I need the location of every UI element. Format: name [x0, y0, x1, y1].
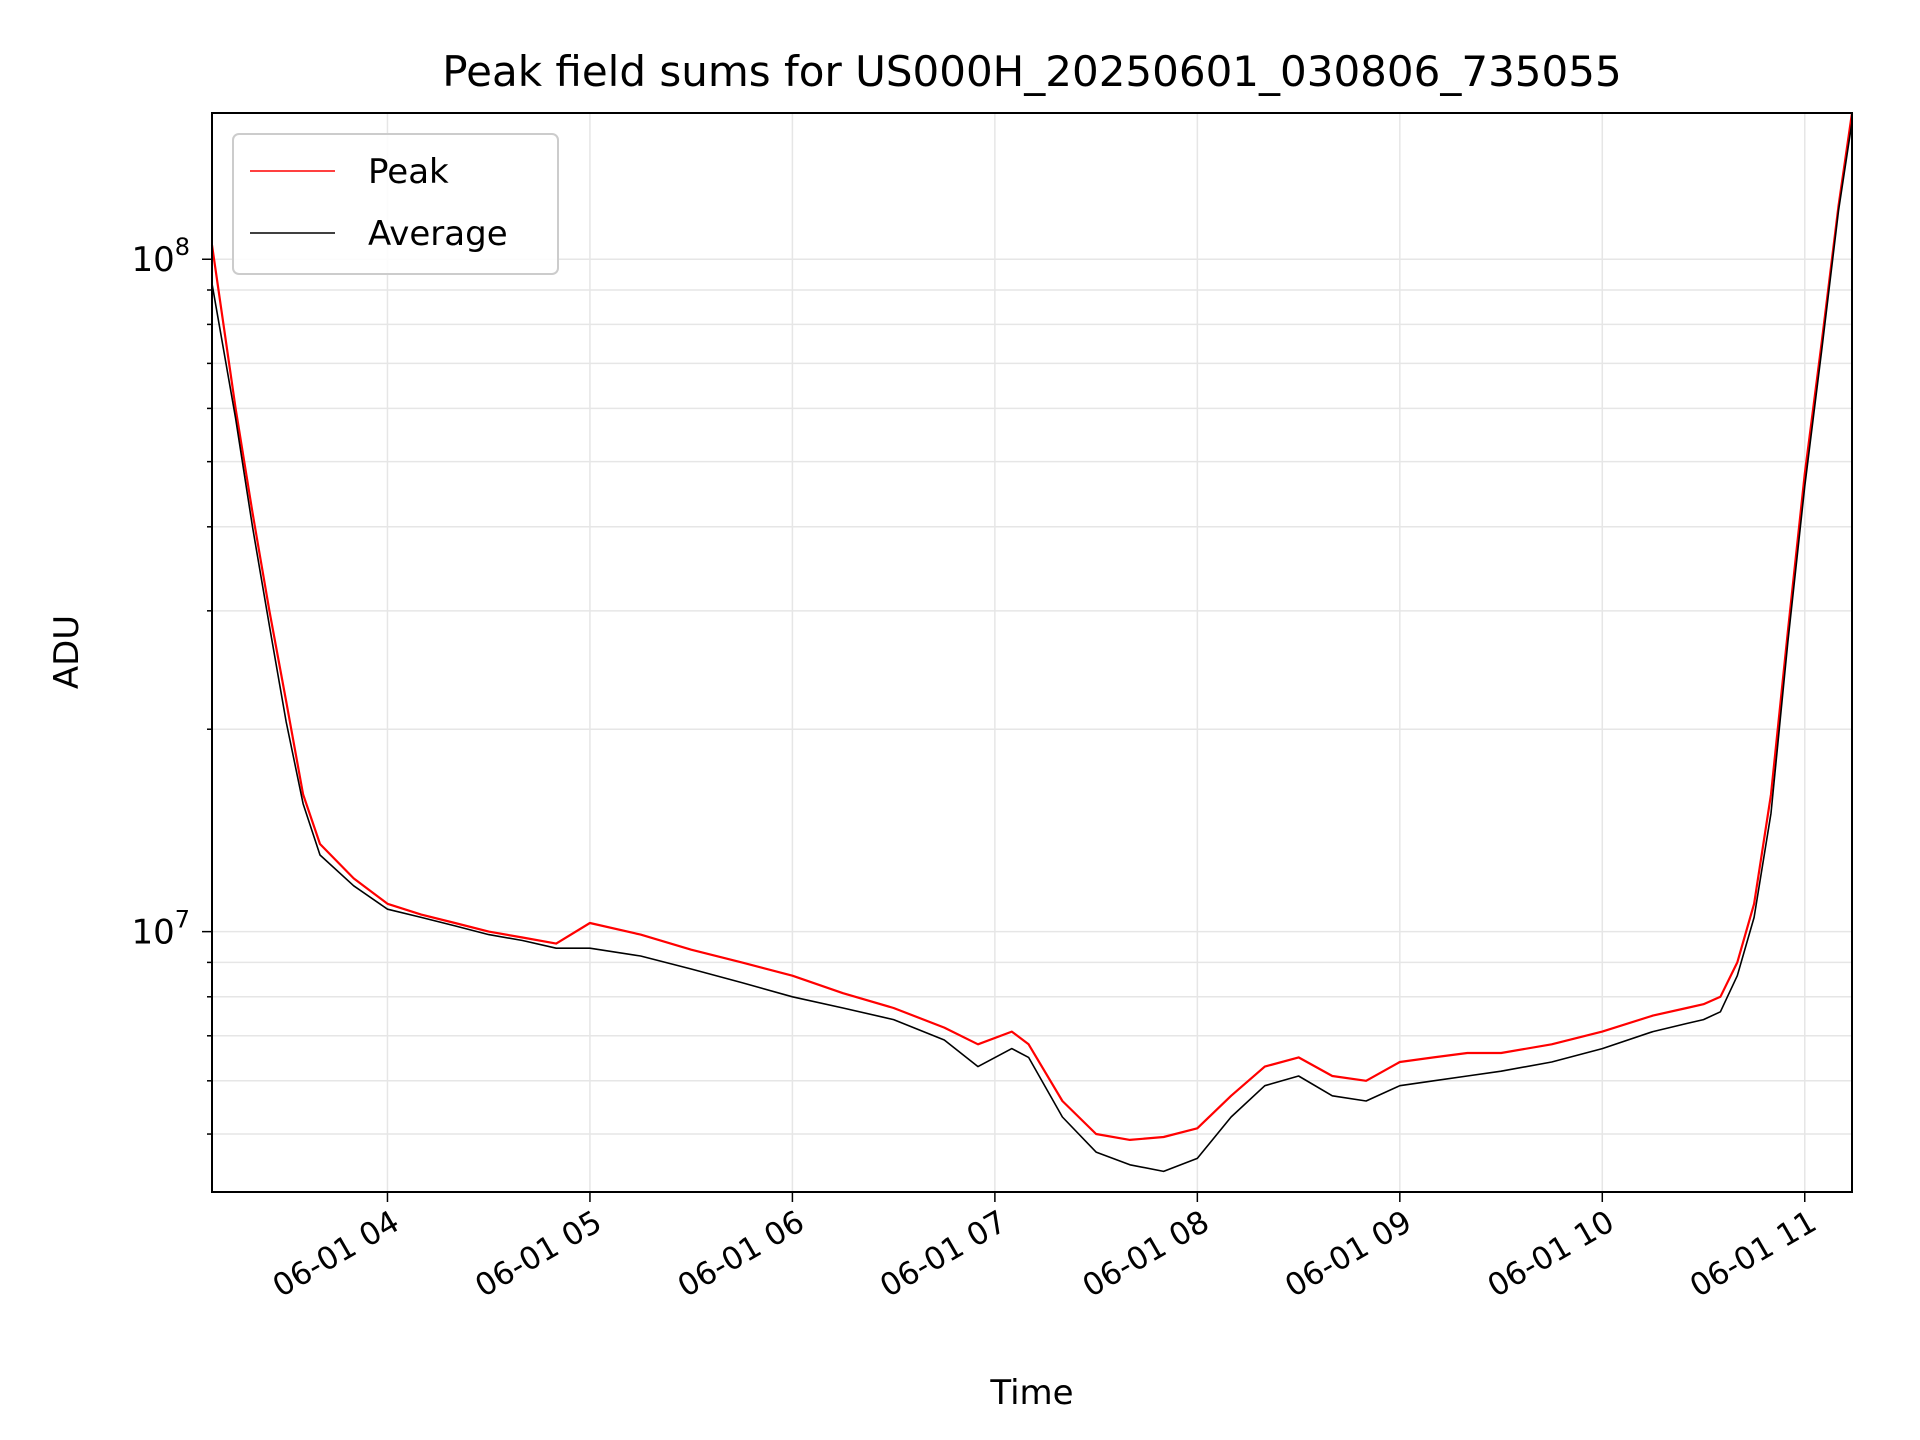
legend-box: [232, 133, 559, 275]
legend-label-peak: Peak: [368, 152, 449, 192]
y-tick-label: 107: [131, 906, 190, 953]
grid: [212, 113, 1852, 1192]
plot-lines: [210, 112, 1854, 1173]
legend-label-average: Average: [368, 214, 508, 254]
series-line-peak: [210, 112, 1854, 1142]
plot-area-frame: [211, 112, 1853, 1193]
y-tick-label: 108: [131, 233, 190, 280]
series-line-average: [211, 121, 1853, 1173]
chart-title: Peak field sums for US000H_20250601_0308…: [442, 47, 1621, 96]
x-axis-label: Time: [989, 1373, 1073, 1413]
legend: Peak Average: [232, 133, 559, 275]
y-axis-ticks: 107 108: [131, 233, 212, 1135]
y-axis-label: ADU: [47, 615, 87, 689]
